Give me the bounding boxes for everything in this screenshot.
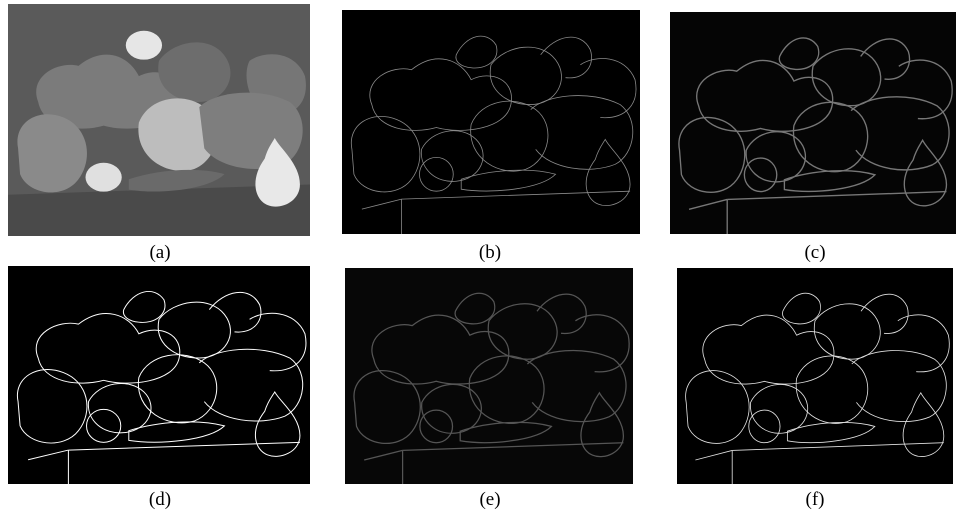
caption: (e)	[479, 489, 500, 510]
caption: (d)	[149, 489, 171, 510]
caption: (f)	[806, 489, 825, 510]
figure: (a) (b) (c) (d) (e) (f)	[0, 0, 958, 511]
panel-e-image	[345, 268, 633, 484]
panel-f-image	[677, 268, 953, 484]
panel-b-image	[342, 10, 640, 234]
caption: (c)	[804, 242, 825, 263]
page: (a) (b) (c) (d) (e) (f) (() => { const d…	[0, 0, 958, 511]
caption: (b)	[479, 242, 501, 263]
panel-c-image	[670, 12, 956, 234]
panel-a-image	[8, 4, 310, 236]
caption: (a)	[149, 242, 170, 263]
panel-d-image	[8, 266, 310, 484]
